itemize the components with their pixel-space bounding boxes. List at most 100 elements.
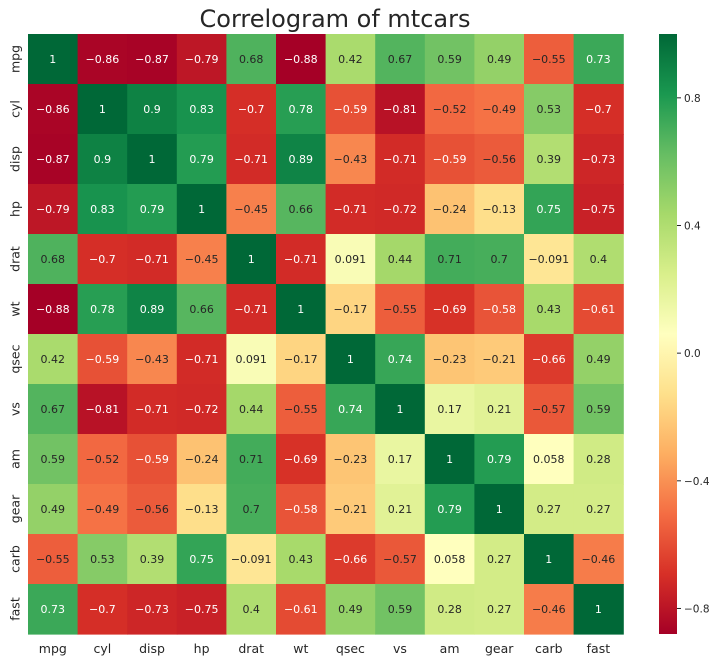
cell-value-label: 0.9 xyxy=(143,103,161,116)
heatmap-cell xyxy=(375,534,426,585)
heatmap-cell xyxy=(573,434,624,485)
heatmap-cell xyxy=(375,184,426,235)
cell-value-label: 0.39 xyxy=(140,553,165,566)
heatmap-cell xyxy=(276,234,327,285)
heatmap-cell xyxy=(28,34,79,85)
cell-value-label: −0.56 xyxy=(135,503,169,516)
heatmap-cell xyxy=(573,334,624,385)
cell-value-label: 0.9 xyxy=(94,153,112,166)
cell-value-label: 0.27 xyxy=(537,503,562,516)
heatmap-cell xyxy=(424,484,475,535)
heatmap-cell xyxy=(375,584,426,635)
cell-value-label: 0.7 xyxy=(490,253,508,266)
heatmap-cell xyxy=(77,384,128,435)
cell-value-label: 0.74 xyxy=(338,403,363,416)
heatmap-cell xyxy=(325,384,376,435)
cell-value-label: 0.68 xyxy=(239,53,264,66)
heatmap-cell xyxy=(176,234,227,285)
cell-value-label: −0.69 xyxy=(284,453,318,466)
heatmap-cell xyxy=(28,484,79,535)
x-tick-label: am xyxy=(440,641,460,656)
cell-value-label: −0.45 xyxy=(234,203,268,216)
cell-value-label: 0.53 xyxy=(90,553,115,566)
heatmap-cell xyxy=(28,584,79,635)
cell-value-label: 0.21 xyxy=(487,403,512,416)
cell-value-label: 0.49 xyxy=(487,53,512,66)
heatmap-cell xyxy=(524,384,575,435)
cell-value-label: 0.28 xyxy=(586,453,611,466)
cell-value-label: −0.71 xyxy=(334,203,368,216)
heatmap-cell xyxy=(474,434,525,485)
colorbar-tick-label: −0.4 xyxy=(684,476,710,488)
cell-value-label: 0.4 xyxy=(590,253,608,266)
cell-value-label: −0.55 xyxy=(532,53,566,66)
cell-value-label: −0.71 xyxy=(135,253,169,266)
cell-value-label: −0.71 xyxy=(383,153,417,166)
x-tick-label: mpg xyxy=(39,641,67,656)
x-tick-label: drat xyxy=(238,641,264,656)
cell-value-label: 0.74 xyxy=(388,353,413,366)
colorbar-tick-label: 0.4 xyxy=(684,220,701,232)
heatmap-cell xyxy=(474,284,525,335)
cell-value-label: 0.42 xyxy=(41,353,66,366)
heatmap-cells: 1 −0.86 −0.87 −0.79 0.68 −0.88 0.42 0.67 0.59 0.4… xyxy=(28,34,624,635)
cell-value-label: −0.55 xyxy=(383,303,417,316)
y-tick-label: vs xyxy=(8,402,23,416)
heatmap-cell xyxy=(524,484,575,535)
heatmap-cell xyxy=(28,184,79,235)
heatmap-cell xyxy=(375,234,426,285)
y-tick-label: disp xyxy=(8,146,23,172)
heatmap-cell xyxy=(375,134,426,185)
heatmap-cell xyxy=(127,334,178,385)
x-tick-label: vs xyxy=(393,641,407,656)
heatmap-cell xyxy=(325,184,376,235)
heatmap-cell xyxy=(524,34,575,85)
cell-value-label: −0.58 xyxy=(284,503,318,516)
colorbar-tick-label: −0.8 xyxy=(684,603,710,615)
x-tick-label: gear xyxy=(485,641,514,656)
heatmap-cell xyxy=(28,134,79,185)
y-tick-label: am xyxy=(8,449,23,469)
cell-value-label: 0.39 xyxy=(537,153,562,166)
x-axis-ticks: mpg cyl disp hp drat wt qsec vs am gear carb fast xyxy=(39,641,610,656)
heatmap-cell xyxy=(226,284,277,335)
cell-value-label: 0.68 xyxy=(41,253,66,266)
heatmap-cell xyxy=(375,384,426,435)
y-tick-label: qsec xyxy=(8,344,23,373)
cell-value-label: 1 xyxy=(49,53,56,66)
heatmap-cell xyxy=(276,184,327,235)
cell-value-label: 1 xyxy=(248,253,255,266)
cell-value-label: −0.21 xyxy=(334,503,368,516)
cell-value-label: 0.67 xyxy=(388,53,413,66)
x-tick-label: cyl xyxy=(94,641,112,656)
cell-value-label: −0.73 xyxy=(135,603,169,616)
cell-value-label: −0.59 xyxy=(433,153,467,166)
heatmap-cell xyxy=(573,584,624,635)
heatmap-cell xyxy=(176,184,227,235)
cell-value-label: −0.49 xyxy=(86,503,120,516)
heatmap-cell xyxy=(424,184,475,235)
cell-value-label: 1 xyxy=(446,453,453,466)
heatmap-cell xyxy=(77,484,128,535)
cell-value-label: −0.23 xyxy=(334,453,368,466)
cell-value-label: 0.44 xyxy=(388,253,413,266)
heatmap-cell xyxy=(28,284,79,335)
cell-value-label: −0.46 xyxy=(582,553,616,566)
cell-value-label: −0.091 xyxy=(528,253,569,266)
cell-value-label: −0.13 xyxy=(185,503,219,516)
heatmap-cell xyxy=(375,334,426,385)
cell-value-label: −0.66 xyxy=(334,553,368,566)
cell-value-label: 0.71 xyxy=(239,453,264,466)
cell-value-label: −0.43 xyxy=(135,353,169,366)
heatmap-cell xyxy=(325,334,376,385)
cell-value-label: 0.79 xyxy=(189,153,214,166)
heatmap-cell xyxy=(424,584,475,635)
heatmap-cell xyxy=(276,334,327,385)
heatmap-cell xyxy=(325,534,376,585)
heatmap-cell xyxy=(28,84,79,135)
heatmap-cell xyxy=(226,234,277,285)
cell-value-label: 0.42 xyxy=(338,53,363,66)
cell-value-label: −0.57 xyxy=(383,553,417,566)
heatmap-cell xyxy=(325,584,376,635)
cell-value-label: −0.71 xyxy=(284,253,318,266)
